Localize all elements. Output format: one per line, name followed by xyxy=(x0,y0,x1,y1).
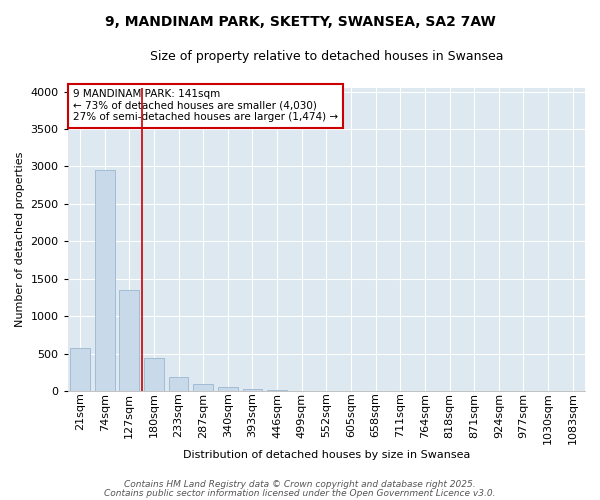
Bar xyxy=(95,170,115,391)
Title: Size of property relative to detached houses in Swansea: Size of property relative to detached ho… xyxy=(149,50,503,63)
Bar xyxy=(169,376,188,391)
Bar xyxy=(144,358,164,391)
Bar xyxy=(119,290,139,391)
Text: Contains HM Land Registry data © Crown copyright and database right 2025.: Contains HM Land Registry data © Crown c… xyxy=(124,480,476,489)
Text: 9, MANDINAM PARK, SKETTY, SWANSEA, SA2 7AW: 9, MANDINAM PARK, SKETTY, SWANSEA, SA2 7… xyxy=(104,15,496,29)
X-axis label: Distribution of detached houses by size in Swansea: Distribution of detached houses by size … xyxy=(182,450,470,460)
Bar xyxy=(70,348,90,391)
Bar xyxy=(193,384,213,391)
Bar xyxy=(267,390,287,391)
Bar xyxy=(218,387,238,391)
Text: Contains public sector information licensed under the Open Government Licence v3: Contains public sector information licen… xyxy=(104,488,496,498)
Text: 9 MANDINAM PARK: 141sqm
← 73% of detached houses are smaller (4,030)
27% of semi: 9 MANDINAM PARK: 141sqm ← 73% of detache… xyxy=(73,90,338,122)
Bar xyxy=(242,389,262,391)
Y-axis label: Number of detached properties: Number of detached properties xyxy=(15,152,25,327)
